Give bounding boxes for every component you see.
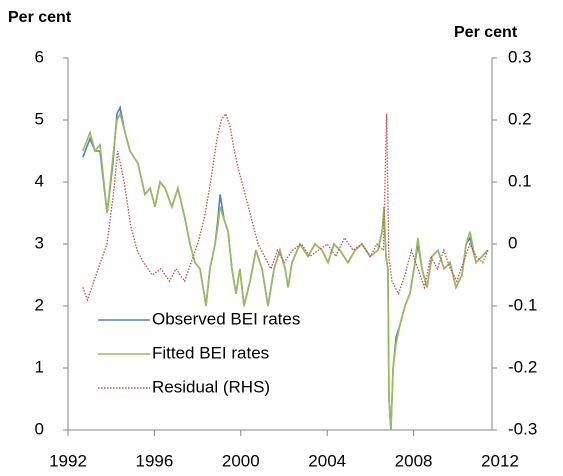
x-tick-label: 2004: [308, 451, 346, 470]
y-tick-label: 1: [35, 357, 44, 376]
y-axis-title: Per cent: [8, 9, 72, 26]
y-tick-label: 4: [35, 171, 44, 190]
data-line: [82, 112, 489, 302]
x-tick-label: 1992: [49, 451, 87, 470]
data-line: [82, 111, 489, 431]
y2-tick-label: -0.3: [508, 419, 537, 438]
legend-label: Residual (RHS): [152, 377, 270, 396]
y2-tick-label: 0: [508, 233, 517, 252]
y-tick-label: 2: [35, 295, 44, 314]
y2-tick-label: 0.1: [508, 171, 532, 190]
y2-tick-label: 0.2: [508, 109, 532, 128]
y-tick-label: 0: [35, 419, 44, 438]
y-tick-label: 5: [35, 109, 44, 128]
y2-tick-label: -0.1: [508, 295, 537, 314]
x-tick-label: 2000: [222, 451, 260, 470]
y-tick-label: 3: [35, 233, 44, 252]
legend-label: Fitted BEI rates: [152, 343, 269, 362]
x-tick-label: 2008: [395, 451, 433, 470]
y2-axis-title: Per cent: [454, 24, 518, 41]
y2-tick-label: -0.2: [508, 357, 537, 376]
x-tick-label: 1996: [135, 451, 173, 470]
y-tick-label: 6: [35, 47, 44, 66]
x-tick-label: 2012: [481, 451, 519, 470]
y2-tick-label: 0.3: [508, 47, 532, 66]
legend-label: Observed BEI rates: [152, 309, 300, 328]
